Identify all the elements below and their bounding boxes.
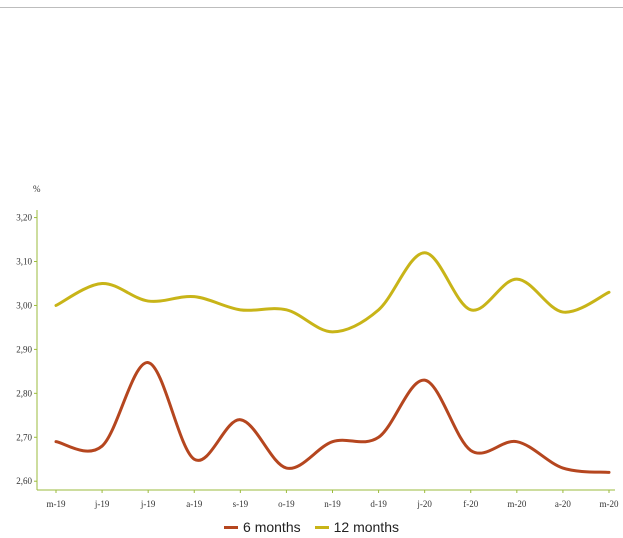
legend-item-12-months: 12 months (314, 519, 399, 535)
x-tick-label: m-19 (47, 499, 66, 509)
x-tick-label: s-19 (233, 499, 249, 509)
x-tick-label: f-20 (463, 499, 478, 509)
x-tick-label: n-19 (324, 499, 341, 509)
y-tick-label: 3,00 (16, 300, 32, 310)
x-tick-label: m-20 (507, 499, 526, 509)
legend-swatch-6-months (224, 525, 239, 529)
series-line-6-months (54, 361, 611, 474)
chart-legend: 6 months 12 months (0, 517, 623, 537)
y-tick-label: 2,60 (16, 476, 32, 486)
x-tick-label: m-20 (600, 499, 619, 509)
y-tick-label: 3,20 (16, 213, 32, 223)
x-tick-label: o-19 (278, 499, 295, 509)
y-tick-label: 2,80 (16, 388, 32, 398)
x-tick-label: d-19 (370, 499, 387, 509)
top-divider (0, 7, 623, 8)
y-tick-label: 2,70 (16, 432, 32, 442)
line-chart: % 2,60 2,70 2,80 2,90 3,00 3,10 3,20 m-19 j-19 j-1… (16, 184, 619, 509)
legend-label-12-months: 12 months (333, 519, 399, 535)
y-tick-label: 3,10 (16, 257, 32, 267)
legend-label-6-months: 6 months (243, 519, 301, 535)
series-line-12-months (54, 251, 611, 334)
x-tick-label: j-19 (140, 499, 156, 509)
x-tick-label: j-19 (94, 499, 110, 509)
legend-item-6-months: 6 months (224, 519, 301, 535)
x-tick-label: a-20 (555, 499, 571, 509)
legend-swatch-12-months (314, 525, 329, 529)
y-tick-label: 2,90 (16, 344, 32, 354)
y-axis-unit-label: % (33, 184, 41, 194)
x-tick-label: j-20 (416, 499, 432, 509)
x-tick-label: a-19 (186, 499, 202, 509)
